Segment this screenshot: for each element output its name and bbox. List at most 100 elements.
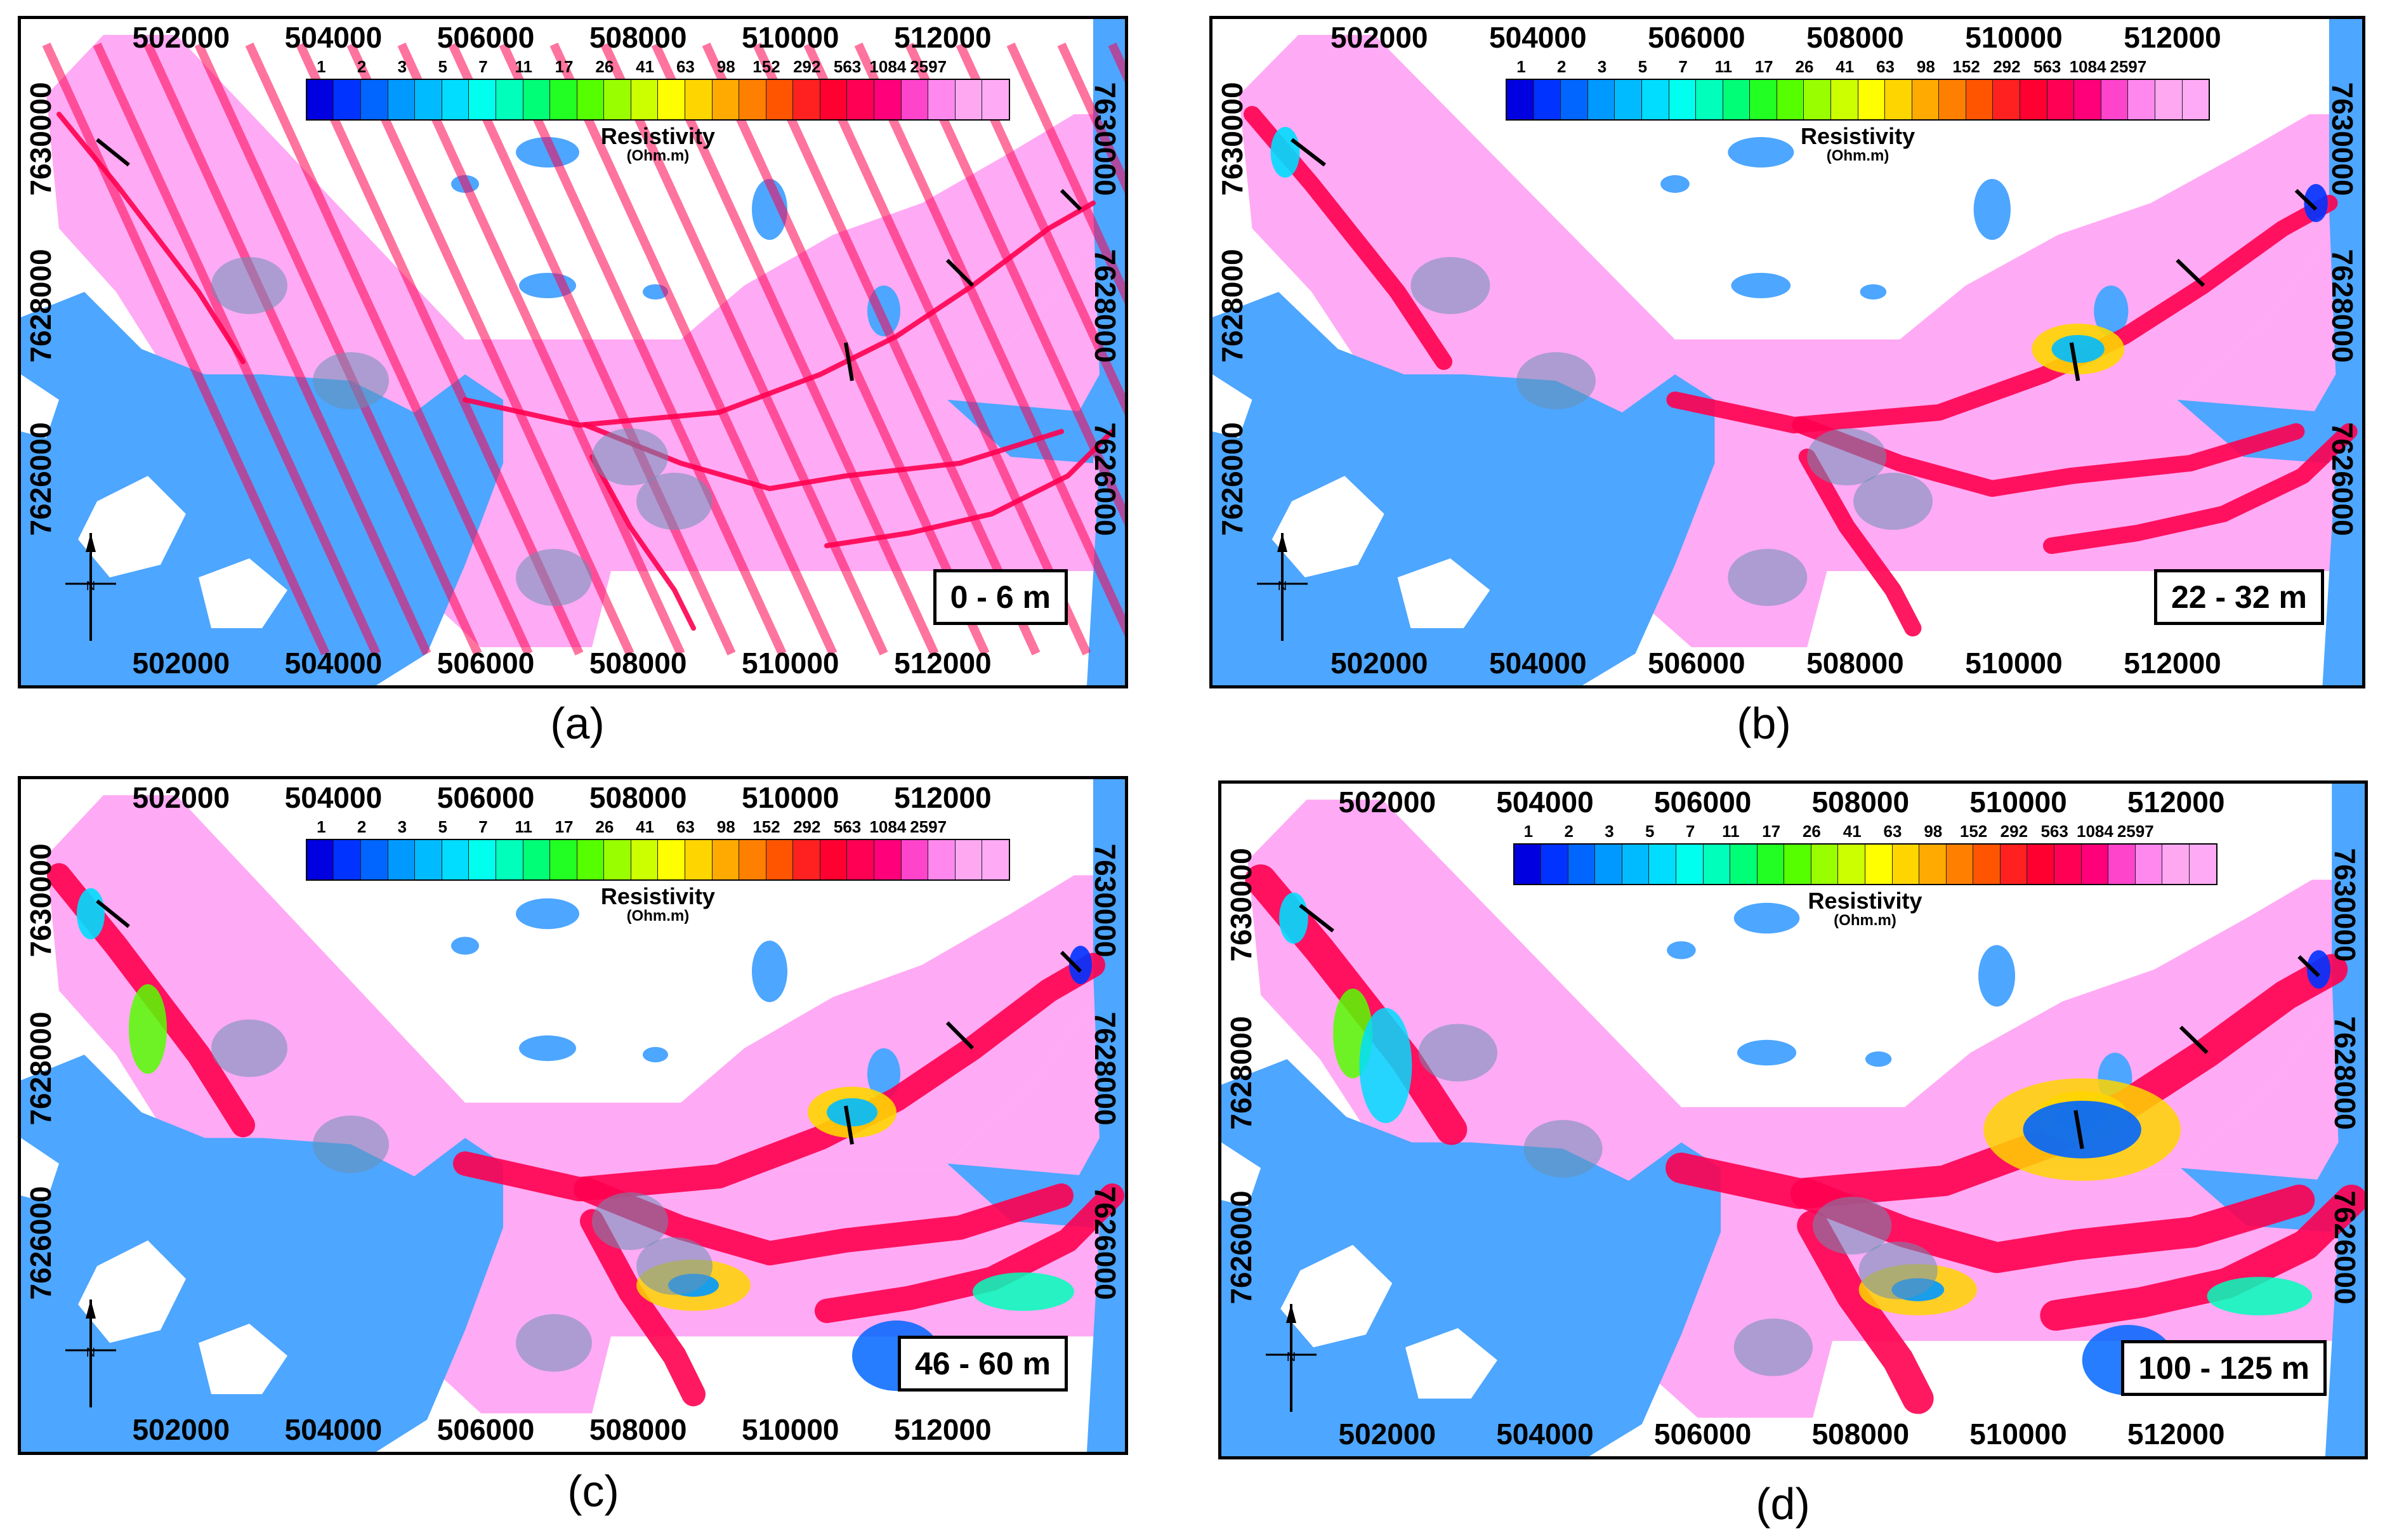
depth-label: 46 - 60 m (897, 1336, 1068, 1392)
lithology-patch (1853, 473, 1933, 530)
legend-tick-label: 563 (2033, 57, 2061, 76)
legend-tick-label: 17 (555, 817, 574, 836)
conductor-halo (973, 1272, 1074, 1311)
legend-tick-label: 63 (1883, 822, 1902, 841)
conductor-core (1279, 892, 1308, 944)
y-tick-label: 7626000 (24, 421, 57, 536)
svg-text:N: N (1278, 579, 1287, 593)
line-artifact (549, 43, 838, 655)
legend-tick-label: 98 (716, 57, 735, 76)
x-tick-label: 508000 (1806, 21, 1904, 54)
legend-tick-label: 1 (317, 57, 326, 76)
x-tick-label: 512000 (2127, 1418, 2225, 1451)
x-tick-label: 504000 (1489, 647, 1587, 680)
line-artifact (600, 43, 888, 655)
legend-tick-label: 63 (676, 57, 695, 76)
x-tick-label: 504000 (1496, 786, 1594, 819)
legend-tick-label: 563 (833, 817, 862, 836)
x-tick-label: 502000 (132, 647, 230, 680)
x-tick-label: 506000 (1648, 21, 1745, 54)
map-panel-b: 1 2 3 5 7 11 17 26 41 63 98 152 292 563 1084 2597 Resist… (1209, 16, 2365, 688)
legend-tick-label: 63 (1876, 57, 1895, 76)
legend-tick-label: 11 (1714, 57, 1733, 76)
lithology-patch (1410, 257, 1490, 314)
x-tick-label: 502000 (132, 21, 230, 54)
y-tick-label: 7626000 (1216, 421, 1249, 536)
map-panel-a: 1 2 3 5 7 11 17 26 41 63 98 152 292 563 1084 2597 Resist… (18, 16, 1128, 688)
legend-tick-label: 7 (1685, 822, 1695, 841)
island (21, 1138, 59, 1202)
x-tick-label: 506000 (437, 21, 535, 54)
lake (1660, 175, 1690, 193)
conductor-core (2051, 335, 2105, 363)
lithology-patch (592, 1192, 668, 1250)
x-tick-label: 506000 (437, 1413, 535, 1446)
lake (1860, 284, 1887, 299)
water-body (1212, 292, 1715, 685)
x-tick-label: 504000 (284, 21, 383, 54)
legend-tick-label: 26 (1795, 57, 1814, 76)
legend-tick-label: 26 (595, 817, 614, 836)
y-tick-label: 7630000 (24, 82, 57, 196)
legend-tick-label: 1 (1523, 822, 1534, 841)
legend-tick-label: 1 (1516, 57, 1526, 76)
depth-label: 22 - 32 m (2153, 569, 2324, 625)
conductor-core (2023, 1100, 2141, 1159)
panel-caption-a: (a) (550, 699, 605, 748)
island (1221, 1142, 1261, 1207)
panel-caption-b: (b) (1737, 699, 1791, 748)
resistivity-legend: 1 2 3 5 7 11 17 26 41 63 98 152 292 563 1084 2597 Resist… (305, 817, 1010, 924)
lake (516, 137, 579, 168)
island (1271, 476, 1384, 577)
legend-tick-label: 2597 (910, 57, 947, 76)
island (1280, 1244, 1393, 1348)
legend-tick-label: 2597 (2117, 822, 2154, 841)
resistivity-legend: 1 2 3 5 7 11 17 26 41 63 98 152 292 563 1084 2597 Resist… (305, 57, 1010, 164)
x-tick-label: 502000 (1330, 647, 1428, 680)
island (1397, 558, 1490, 628)
legend-tick-label: 3 (1597, 57, 1607, 76)
x-tick-label: 510000 (1965, 647, 2063, 680)
y-tick-label: 7628000 (2326, 248, 2359, 363)
lake (1865, 1051, 1892, 1067)
depth-label: 0 - 6 m (933, 569, 1068, 625)
conductor-core (1270, 127, 1300, 178)
map-survey-d (1221, 784, 2365, 1456)
x-tick-label: 510000 (742, 1413, 839, 1446)
y-tick-label: 7628000 (24, 1011, 57, 1126)
x-tick-label: 508000 (1811, 1418, 1910, 1451)
conductor-core (827, 1098, 877, 1127)
map-survey-c (21, 779, 1125, 1452)
conductor-core (2304, 184, 2328, 222)
x-tick-label: 502000 (132, 1413, 230, 1446)
legend-tick-label: 11 (1722, 822, 1740, 841)
line-artifact (499, 43, 787, 655)
line-artifact (194, 43, 482, 655)
map-panel-d: 1 2 3 5 7 11 17 26 41 63 98 152 292 563 1084 2597 Resist… (1218, 780, 2368, 1459)
water-body (21, 1055, 503, 1452)
line-artifact (397, 43, 685, 655)
map-panel-c: 1 2 3 5 7 11 17 26 41 63 98 152 292 563 1084 2597 Resist… (18, 776, 1128, 1455)
legend-tick-label: 98 (716, 817, 735, 836)
legend-colorbar (1506, 79, 2211, 121)
x-tick-label: 506000 (437, 781, 535, 814)
line-artifact (42, 43, 330, 655)
water-body-bay (947, 1163, 1093, 1228)
line-artifact (1006, 43, 1125, 305)
line-artifact (905, 43, 1125, 526)
lithology-patch (1516, 352, 1596, 409)
line-artifact (1057, 43, 1125, 194)
line-artifact (956, 43, 1125, 416)
y-tick-label: 7628000 (24, 248, 57, 363)
lithology-patch (313, 1116, 389, 1173)
conductor-trend-nw (56, 112, 246, 364)
lithology-patch (1813, 1197, 1892, 1254)
lake (2094, 286, 2129, 336)
resistivity-legend: 1 2 3 5 7 11 17 26 41 63 98 152 292 563 1084 2597 Resist… (1513, 822, 2217, 928)
conductor-halo (129, 984, 167, 1074)
conductor-core (2306, 950, 2331, 989)
survey-area-resistive-ne (681, 875, 1100, 1170)
legend-title: Resistivity (600, 883, 715, 909)
legend-tick-label: 152 (1959, 822, 1988, 841)
y-tick-label: 7626000 (1089, 1186, 1122, 1300)
